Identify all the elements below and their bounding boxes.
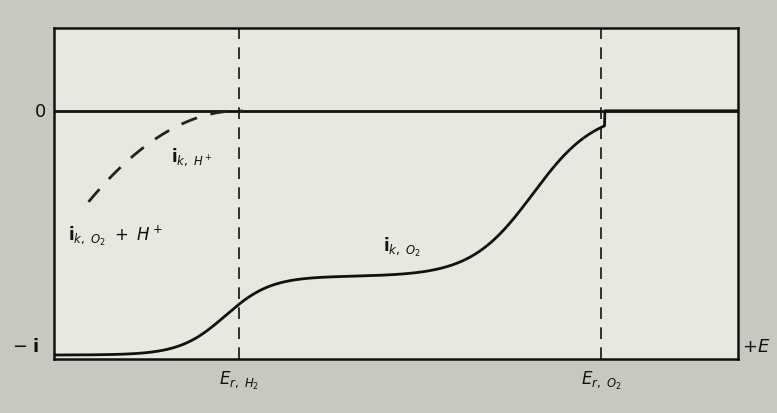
Text: $\mathbf{i}_{k,\ O_2}\ +\ H^+$: $\mathbf{i}_{k,\ O_2}\ +\ H^+$: [68, 223, 163, 248]
Text: $+E$: $+E$: [742, 337, 771, 355]
Text: $\mathbf{i}_{k,\ H^+}$: $\mathbf{i}_{k,\ H^+}$: [171, 146, 212, 168]
Text: 0: 0: [35, 102, 46, 121]
Text: $E_{r,\ H_2}$: $E_{r,\ H_2}$: [219, 369, 259, 391]
Text: $\mathbf{i}_{k,\ O_2}$: $\mathbf{i}_{k,\ O_2}$: [382, 235, 420, 259]
Text: $-$ $\mathbf{i}$: $-$ $\mathbf{i}$: [12, 337, 39, 355]
Text: $E_{r,\ O_2}$: $E_{r,\ O_2}$: [581, 369, 622, 391]
